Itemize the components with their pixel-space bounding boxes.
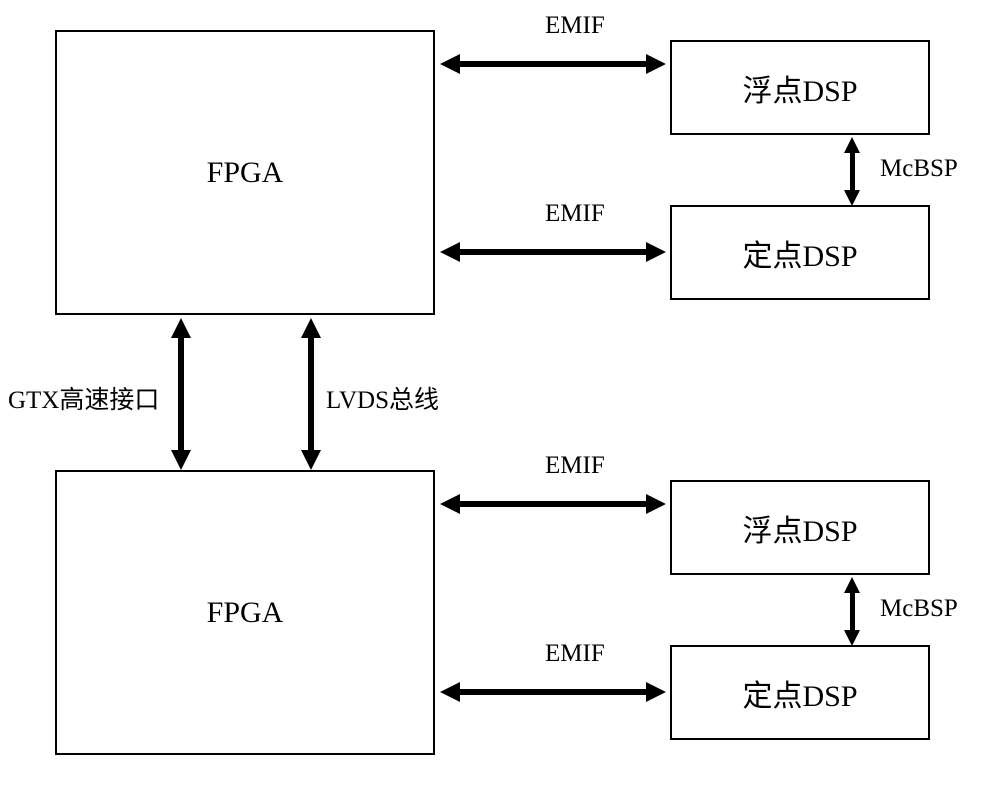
arrow-fpga1-fixeddsp1: [458, 249, 648, 255]
arrowhead-icon: [440, 242, 460, 262]
emif-label-2: EMIF: [545, 200, 605, 228]
fpga-1-node: FPGA: [55, 30, 435, 315]
float-dsp-2-label: 浮点DSP: [742, 506, 857, 550]
arrow-fpga1-floatdsp1: [458, 61, 648, 67]
gtx-label: GTX高速接口: [8, 380, 159, 416]
fpga-1-label: FPGA: [207, 156, 284, 190]
arrowhead-icon: [301, 450, 321, 470]
arrowhead-icon: [646, 494, 666, 514]
fpga-2-label: FPGA: [207, 596, 284, 630]
arrowhead-icon: [171, 450, 191, 470]
fixed-dsp-1-node: 定点DSP: [670, 205, 930, 300]
arrow-fpga2-fixeddsp2: [458, 689, 648, 695]
arrowhead-icon: [844, 137, 860, 153]
arrowhead-icon: [301, 318, 321, 338]
arrowhead-icon: [440, 494, 460, 514]
arrowhead-icon: [171, 318, 191, 338]
lvds-label: LVDS总线: [326, 380, 439, 416]
arrow-floatdsp2-fixeddsp2: [850, 590, 855, 632]
fixed-dsp-2-node: 定点DSP: [670, 645, 930, 740]
arrow-lvds: [308, 335, 314, 453]
arrowhead-icon: [844, 190, 860, 206]
float-dsp-2-node: 浮点DSP: [670, 480, 930, 575]
arrow-gtx: [178, 335, 184, 453]
arrowhead-icon: [844, 577, 860, 593]
fpga-2-node: FPGA: [55, 470, 435, 755]
arrowhead-icon: [440, 682, 460, 702]
emif-label-4: EMIF: [545, 640, 605, 668]
float-dsp-1-node: 浮点DSP: [670, 40, 930, 135]
emif-label-1: EMIF: [545, 12, 605, 40]
emif-label-3: EMIF: [545, 452, 605, 480]
arrowhead-icon: [646, 682, 666, 702]
float-dsp-1-label: 浮点DSP: [742, 66, 857, 110]
mcbsp-label-2: McBSP: [880, 595, 958, 623]
mcbsp-label-1: McBSP: [880, 155, 958, 183]
arrowhead-icon: [844, 630, 860, 646]
fixed-dsp-1-label: 定点DSP: [742, 231, 857, 275]
arrowhead-icon: [646, 54, 666, 74]
arrow-floatdsp1-fixeddsp1: [850, 150, 855, 192]
arrow-fpga2-floatdsp2: [458, 501, 648, 507]
arrowhead-icon: [440, 54, 460, 74]
arrowhead-icon: [646, 242, 666, 262]
fixed-dsp-2-label: 定点DSP: [742, 671, 857, 715]
